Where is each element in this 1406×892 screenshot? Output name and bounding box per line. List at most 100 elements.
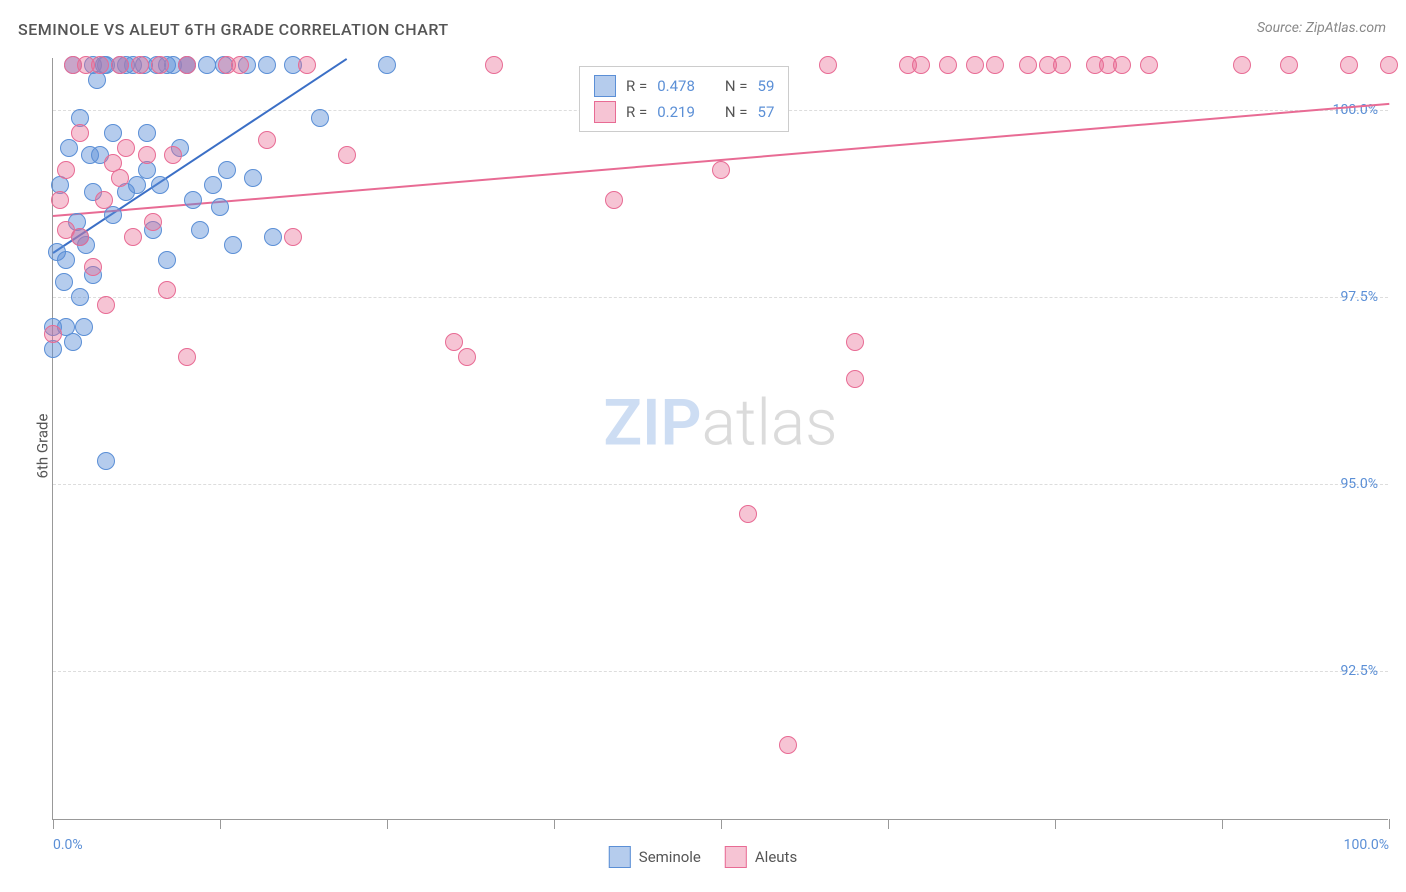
n-value: 59 bbox=[758, 77, 775, 95]
point-aleuts bbox=[298, 56, 316, 74]
point-seminole bbox=[311, 109, 329, 127]
point-aleuts bbox=[338, 146, 356, 164]
point-seminole bbox=[258, 56, 276, 74]
point-aleuts bbox=[111, 169, 129, 187]
source-label: Source: ZipAtlas.com bbox=[1257, 20, 1386, 36]
x-tick bbox=[721, 819, 722, 829]
point-aleuts bbox=[124, 228, 142, 246]
point-aleuts bbox=[231, 56, 249, 74]
point-seminole bbox=[211, 198, 229, 216]
gridline bbox=[53, 671, 1388, 672]
point-aleuts bbox=[178, 56, 196, 74]
point-seminole bbox=[60, 139, 78, 157]
point-aleuts bbox=[138, 146, 156, 164]
legend-swatch-icon bbox=[609, 846, 631, 868]
point-aleuts bbox=[1019, 56, 1037, 74]
point-seminole bbox=[218, 161, 236, 179]
point-aleuts bbox=[986, 56, 1004, 74]
point-seminole bbox=[184, 191, 202, 209]
point-aleuts bbox=[1233, 56, 1251, 74]
y-tick-label: 95.0% bbox=[1340, 476, 1378, 492]
r-value: 0.478 bbox=[657, 77, 695, 95]
point-seminole bbox=[264, 228, 282, 246]
point-aleuts bbox=[158, 281, 176, 299]
point-seminole bbox=[57, 251, 75, 269]
x-tick bbox=[554, 819, 555, 829]
point-seminole bbox=[75, 318, 93, 336]
point-aleuts bbox=[966, 56, 984, 74]
plot-area: ZIPatlas R =0.478N =59R =0.219N =57 92.5… bbox=[52, 58, 1388, 820]
x-tick-label: 100.0% bbox=[1344, 837, 1389, 853]
point-seminole bbox=[158, 251, 176, 269]
point-seminole bbox=[104, 206, 122, 224]
x-tick bbox=[1389, 819, 1390, 829]
legend-swatch-icon bbox=[594, 101, 616, 123]
r-label: R = bbox=[626, 103, 647, 121]
point-aleuts bbox=[144, 213, 162, 231]
point-aleuts bbox=[1280, 56, 1298, 74]
point-aleuts bbox=[117, 139, 135, 157]
point-seminole bbox=[64, 333, 82, 351]
point-seminole bbox=[138, 124, 156, 142]
point-aleuts bbox=[258, 131, 276, 149]
legend-label: Aleuts bbox=[755, 848, 797, 866]
point-aleuts bbox=[912, 56, 930, 74]
point-aleuts bbox=[445, 333, 463, 351]
point-seminole bbox=[97, 452, 115, 470]
x-tick-label: 0.0% bbox=[53, 837, 83, 853]
x-tick bbox=[387, 819, 388, 829]
x-tick bbox=[53, 819, 54, 829]
stats-legend-row: R = 0.478 N = 59 bbox=[594, 73, 774, 99]
point-aleuts bbox=[712, 161, 730, 179]
point-aleuts bbox=[178, 348, 196, 366]
point-aleuts bbox=[71, 228, 89, 246]
gridline bbox=[53, 297, 1388, 298]
point-seminole bbox=[378, 56, 396, 74]
x-tick bbox=[888, 819, 889, 829]
point-aleuts bbox=[44, 325, 62, 343]
y-tick-label: 92.5% bbox=[1340, 663, 1378, 679]
point-aleuts bbox=[151, 56, 169, 74]
watermark: ZIPatlas bbox=[603, 386, 837, 461]
point-aleuts bbox=[819, 56, 837, 74]
point-aleuts bbox=[1053, 56, 1071, 74]
watermark-bold: ZIP bbox=[603, 386, 701, 461]
point-aleuts bbox=[485, 56, 503, 74]
point-aleuts bbox=[95, 191, 113, 209]
stats-legend: R =0.478N =59R =0.219N =57 bbox=[579, 66, 789, 132]
y-axis-label: 6th Grade bbox=[33, 414, 51, 479]
point-aleuts bbox=[51, 191, 69, 209]
n-value: 57 bbox=[758, 103, 775, 121]
x-tick bbox=[1222, 819, 1223, 829]
point-aleuts bbox=[605, 191, 623, 209]
n-label: N = bbox=[725, 103, 748, 121]
point-aleuts bbox=[739, 505, 757, 523]
point-aleuts bbox=[91, 56, 109, 74]
point-seminole bbox=[204, 176, 222, 194]
point-aleuts bbox=[71, 124, 89, 142]
x-tick bbox=[220, 819, 221, 829]
point-seminole bbox=[198, 56, 216, 74]
point-aleuts bbox=[164, 146, 182, 164]
point-seminole bbox=[55, 273, 73, 291]
r-label: R = bbox=[626, 77, 647, 95]
point-aleuts bbox=[939, 56, 957, 74]
legend-swatch-icon bbox=[594, 75, 616, 97]
legend-item-seminole: Seminole bbox=[609, 846, 701, 868]
legend-swatch-icon bbox=[725, 846, 747, 868]
stats-legend-row: R =0.219N =57 bbox=[594, 99, 774, 125]
legend-label: Seminole bbox=[639, 848, 701, 866]
point-seminole bbox=[71, 288, 89, 306]
point-aleuts bbox=[111, 56, 129, 74]
n-label: N = bbox=[725, 77, 748, 95]
bottom-legend: Seminole Aleuts bbox=[609, 846, 797, 868]
point-aleuts bbox=[97, 296, 115, 314]
point-seminole bbox=[104, 124, 122, 142]
point-seminole bbox=[151, 176, 169, 194]
gridline bbox=[53, 484, 1388, 485]
point-seminole bbox=[191, 221, 209, 239]
point-aleuts bbox=[284, 228, 302, 246]
point-aleuts bbox=[131, 56, 149, 74]
point-aleuts bbox=[1140, 56, 1158, 74]
watermark-light: atlas bbox=[702, 386, 838, 461]
